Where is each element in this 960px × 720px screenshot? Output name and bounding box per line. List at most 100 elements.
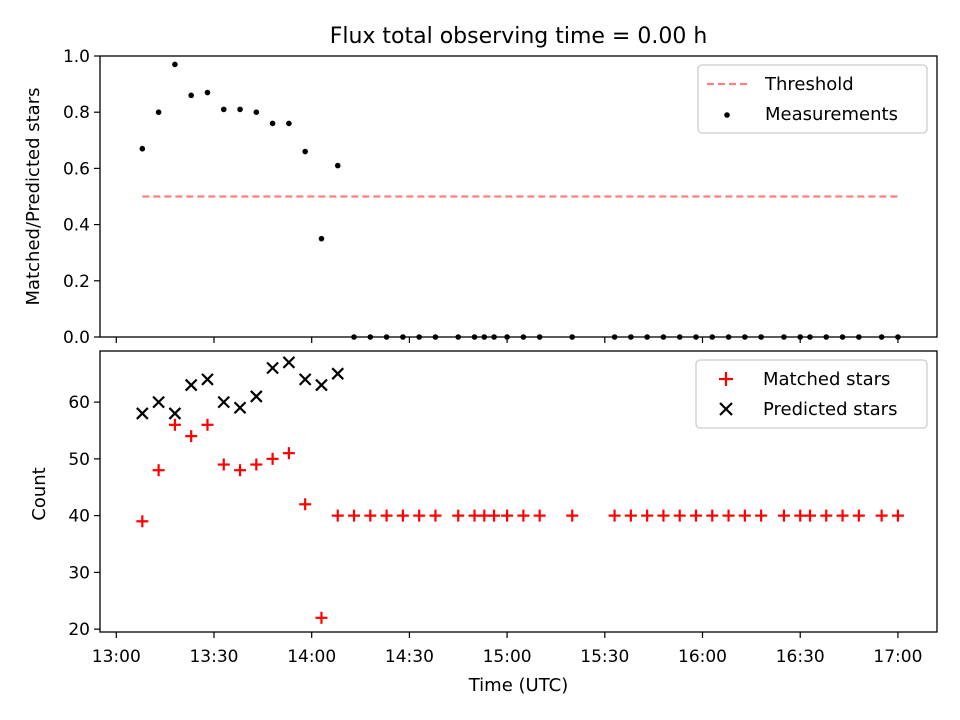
x-tick-label: 14:30	[385, 647, 434, 667]
bottom-axes-frame	[99, 350, 938, 633]
matched-star-point	[517, 509, 530, 522]
measurement-point	[172, 61, 178, 68]
matched-star-point	[624, 509, 637, 522]
x-tick-label: 17:00	[873, 647, 922, 667]
measurement-point	[709, 334, 716, 340]
matched-star-point	[152, 464, 165, 477]
bottom-y-axis: 20 30 40 50 60	[68, 393, 100, 640]
bottom-y-tick-label: 50	[68, 450, 90, 470]
bottom-x-axis: 13:00 13:30 14:00 14:30 15:00 15:30 16:00 16:30…	[92, 632, 922, 667]
matched-star-point	[136, 515, 149, 528]
measurement-point	[471, 334, 478, 340]
legend-measurements-swatch	[724, 112, 730, 118]
matched-star-point	[891, 509, 904, 522]
top-y-tick-label: 0.8	[63, 103, 90, 123]
measurement-point	[432, 334, 439, 340]
matched-star-point	[315, 611, 328, 624]
bottom-marks	[136, 356, 904, 624]
measurement-point	[725, 334, 732, 340]
predicted-star-point	[136, 407, 149, 420]
matched-star-point	[250, 458, 263, 471]
measurement-point	[237, 106, 243, 113]
predicted-star-point	[315, 378, 328, 392]
top-marks	[139, 61, 901, 340]
predicted-star-point	[298, 373, 312, 386]
measurement-point	[781, 334, 787, 340]
measurement-point	[660, 334, 667, 340]
measurement-point	[504, 334, 510, 340]
measurement-point	[286, 120, 292, 127]
matched-star-point	[185, 430, 198, 443]
measurement-point	[878, 334, 885, 340]
legend-matched-swatch	[719, 372, 733, 386]
measurement-point	[188, 92, 194, 99]
legend-predicted-swatch	[719, 402, 733, 416]
measurement-point	[139, 145, 146, 152]
matched-star-point	[608, 509, 621, 522]
matched-star-point	[706, 509, 719, 522]
top-y-tick-label: 0.4	[63, 216, 90, 236]
matched-star-point	[738, 509, 751, 522]
x-tick-label: 13:00	[92, 647, 141, 667]
top-legend: Threshold Measurements	[697, 64, 928, 134]
matched-star-point	[266, 452, 279, 465]
matched-star-point	[501, 509, 514, 522]
bottom-panel: 20 30 40 50 60 13:00 13:30 14:00 14:30 15:00 15:3…	[29, 350, 938, 696]
measurement-point	[481, 334, 488, 340]
matched-star-point	[364, 509, 377, 522]
measurement-point	[155, 109, 162, 115]
bottom-y-tick-label: 60	[68, 393, 90, 413]
measurement-point	[318, 235, 325, 242]
x-tick-label: 16:00	[678, 647, 727, 667]
matched-star-point	[396, 509, 409, 522]
matched-star-point	[234, 464, 247, 477]
predicted-star-point	[184, 378, 198, 392]
matched-star-point	[217, 458, 230, 471]
measurement-point	[895, 334, 901, 340]
matched-star-point	[299, 498, 312, 511]
measurement-point	[351, 334, 357, 340]
top-y-tick-label: 1.0	[63, 47, 90, 67]
matched-star-point	[657, 509, 670, 522]
matched-star-point	[413, 509, 426, 522]
x-tick-label: 13:30	[189, 647, 238, 667]
predicted-star-point	[250, 390, 263, 403]
measurement-point	[400, 334, 406, 340]
predicted-star-point	[201, 373, 214, 386]
measurement-point	[253, 109, 260, 115]
bottom-y-tick-label: 20	[68, 620, 90, 640]
measurement-point	[856, 334, 862, 340]
measurement-point	[628, 334, 634, 340]
matched-star-point	[168, 418, 181, 431]
top-y-tick-label: 0.2	[63, 272, 90, 292]
matched-star-point	[282, 447, 295, 460]
measurement-point	[676, 334, 683, 340]
predicted-star-point	[233, 401, 247, 415]
measurement-point	[367, 334, 374, 340]
matched-star-point	[673, 509, 686, 522]
measurement-point	[823, 334, 830, 340]
legend-matched-label: Matched stars	[763, 369, 890, 390]
measurement-point	[383, 334, 390, 340]
matched-star-point	[641, 509, 654, 522]
matched-star-point	[852, 509, 865, 522]
matched-star-point	[820, 509, 833, 522]
x-tick-label: 15:00	[483, 647, 532, 667]
measurement-point	[416, 334, 422, 340]
top-axes-frame	[99, 55, 938, 338]
measurement-point	[569, 334, 576, 340]
measurement-point	[269, 120, 276, 127]
bottom-y-tick-label: 30	[68, 563, 90, 583]
matched-star-point	[836, 509, 849, 522]
matched-star-point	[755, 509, 768, 522]
matched-star-point	[875, 509, 888, 522]
measurement-point	[797, 334, 804, 340]
measurement-point	[644, 334, 650, 340]
measurement-point	[220, 106, 227, 113]
predicted-star-point	[282, 356, 296, 369]
measurement-point	[742, 334, 748, 340]
matched-star-point	[777, 509, 790, 522]
x-tick-label: 14:00	[287, 647, 336, 667]
matched-star-point	[429, 509, 442, 522]
